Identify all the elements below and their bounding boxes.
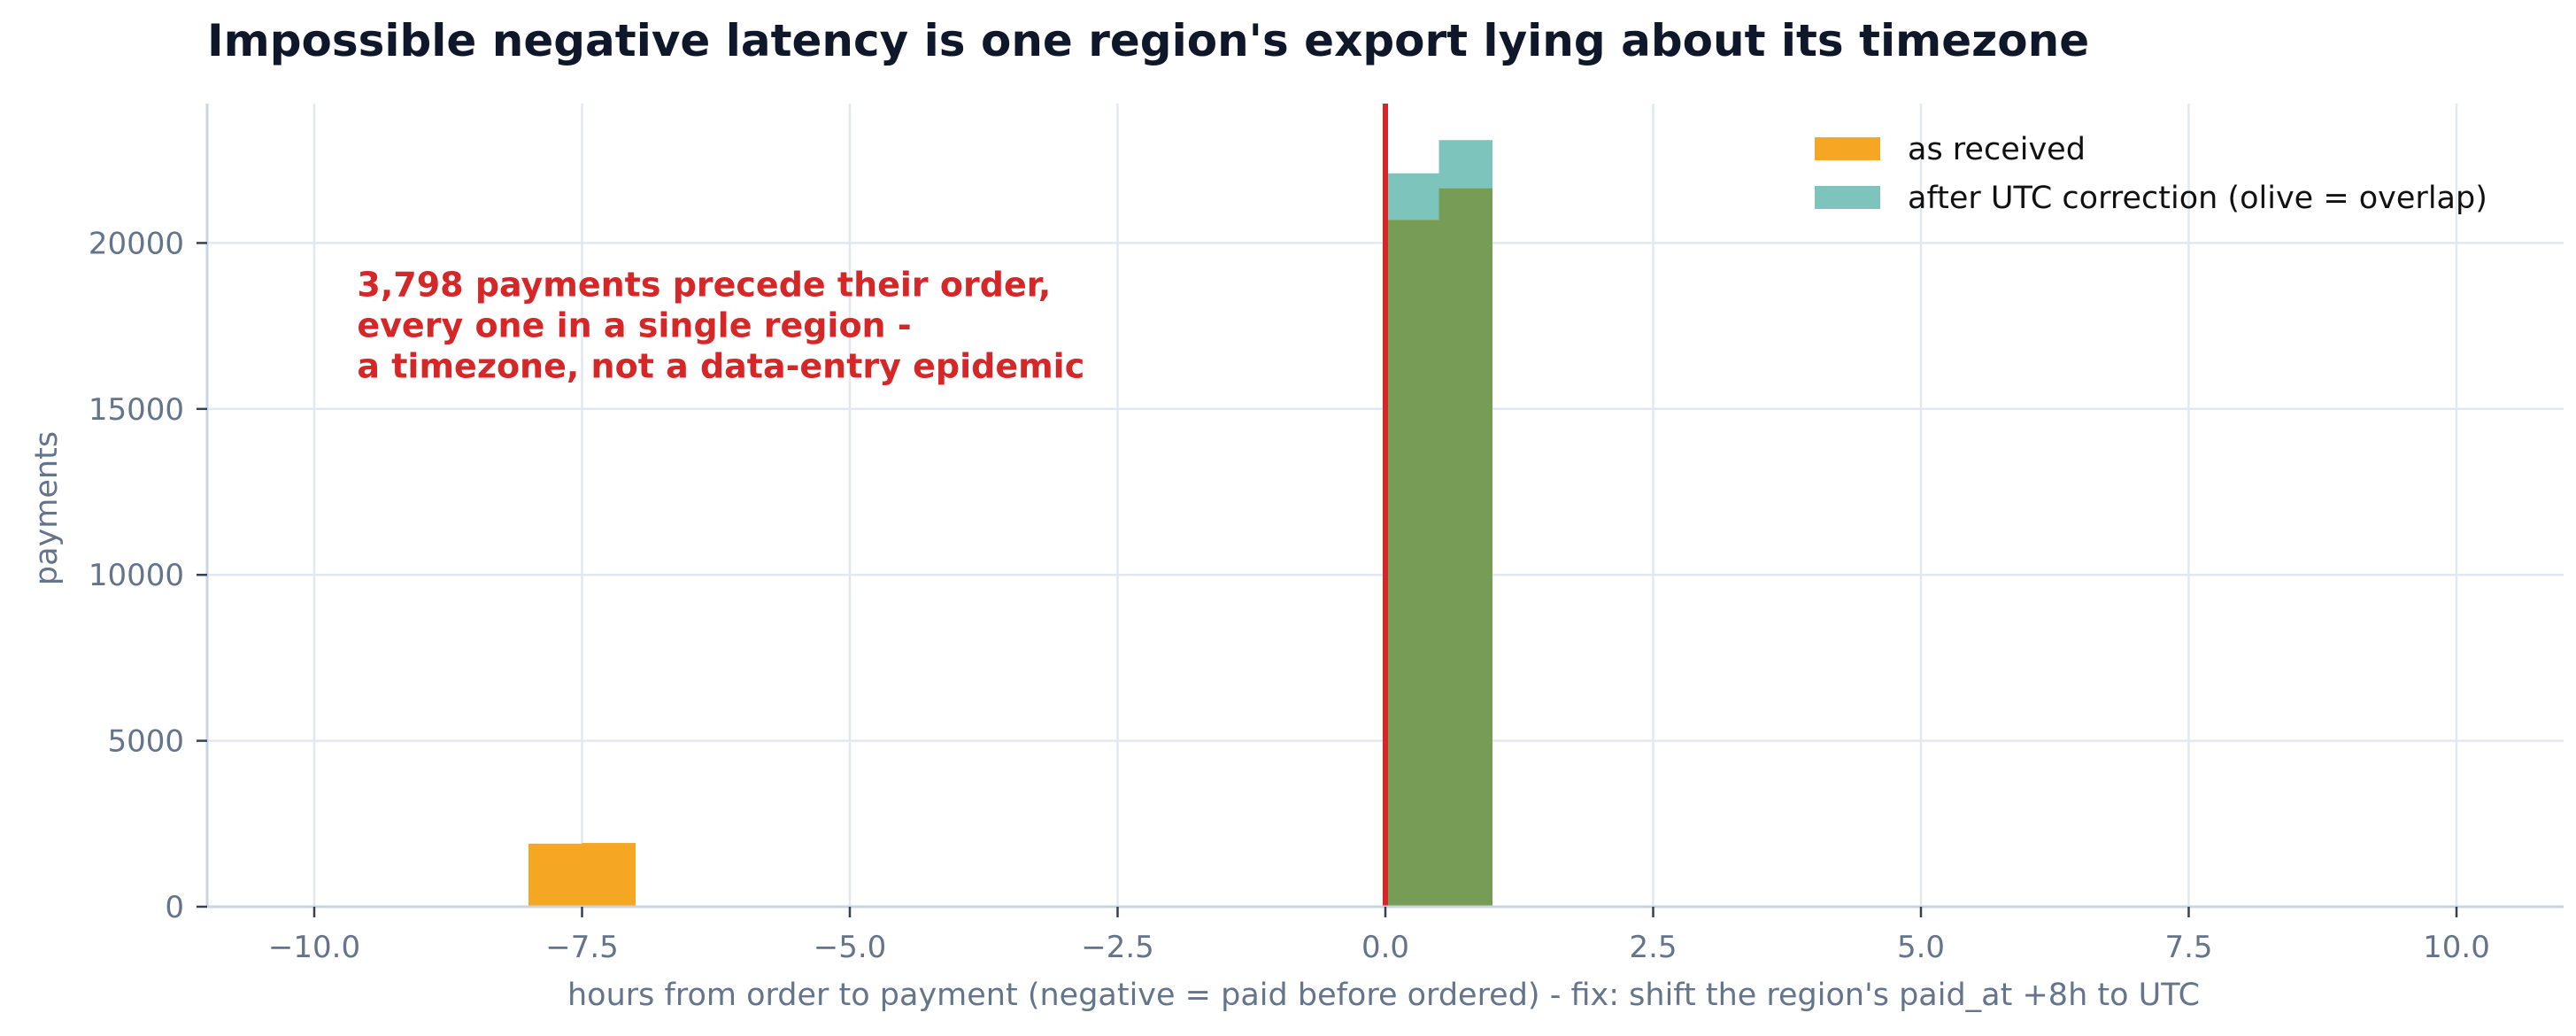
legend-label: after UTC correction (olive = overlap)	[1908, 181, 2487, 216]
y-tick-label: 0	[165, 890, 184, 925]
x-tick-label: −10.0	[268, 930, 360, 965]
bar-as-received	[582, 843, 636, 907]
y-axis-ticks: 0 5000 10000 15000 20000	[89, 226, 207, 925]
bar-after-utc-correction	[1385, 173, 1439, 220]
annotation: 3,798 payments precede their order,every…	[357, 265, 1084, 385]
x-tick-label: 10.0	[2423, 930, 2490, 965]
y-tick-label: 15000	[89, 392, 184, 428]
bar-overlap	[1385, 220, 1439, 908]
x-tick-label: 7.5	[2164, 930, 2212, 965]
y-tick-label: 10000	[89, 558, 184, 593]
x-tick-label: 0.0	[1361, 930, 1409, 965]
bar-as-received	[528, 843, 582, 907]
x-tick-label: 5.0	[1897, 930, 1945, 965]
chart-title: Impossible negative latency is one regio…	[207, 15, 2089, 66]
legend-label: as received	[1908, 132, 2086, 167]
x-axis-ticks: −10.0 −7.5 −5.0 −2.5 0.0 2.5 5.0 7.5 10.0	[268, 907, 2490, 965]
bar-overlap	[1438, 188, 1492, 907]
x-tick-label: −7.5	[545, 930, 619, 965]
annotation-line: every one in a single region -	[357, 305, 911, 344]
legend: as received after UTC correction (olive =…	[1815, 132, 2487, 216]
x-axis-label: hours from order to payment (negative = …	[567, 978, 2200, 1013]
x-tick-label: −2.5	[1081, 930, 1154, 965]
legend-swatch	[1815, 186, 1880, 209]
annotation-line: a timezone, not a data-entry epidemic	[357, 346, 1084, 385]
annotation-line: 3,798 payments precede their order,	[357, 265, 1051, 304]
y-tick-label: 20000	[89, 226, 184, 261]
histogram-bars	[528, 140, 1492, 908]
y-axis-label: payments	[29, 431, 65, 585]
bar-after-utc-correction	[1438, 140, 1492, 189]
y-tick-label: 5000	[107, 724, 184, 760]
legend-swatch	[1815, 137, 1880, 160]
x-tick-label: 2.5	[1629, 930, 1677, 965]
x-tick-label: −5.0	[814, 930, 887, 965]
